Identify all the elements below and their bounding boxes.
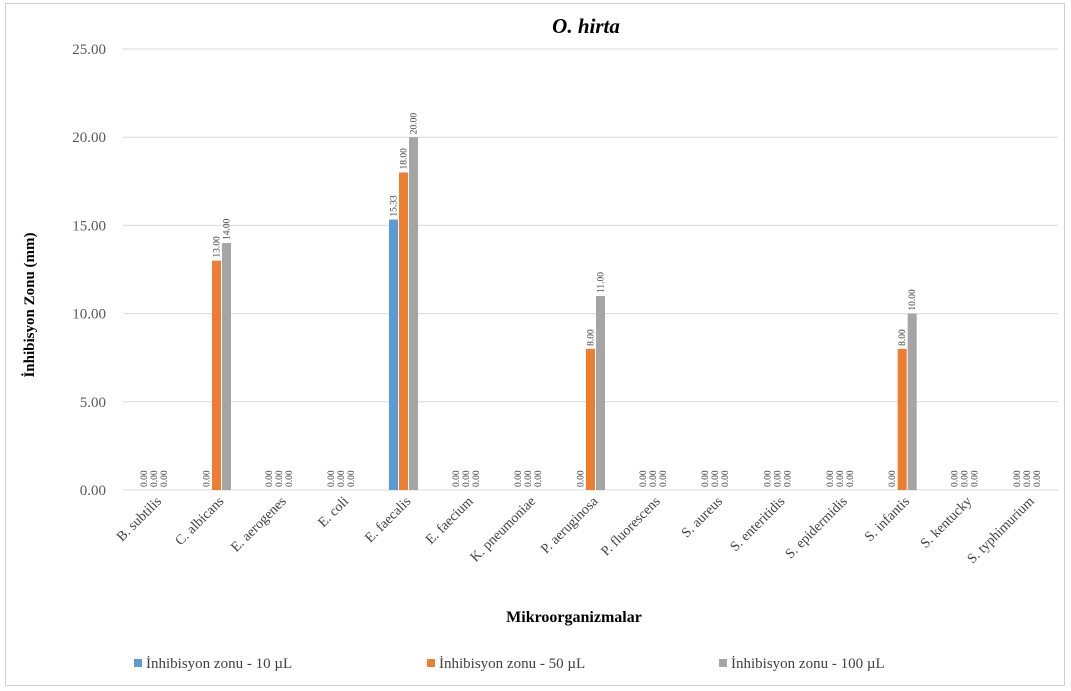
x-tick-label: S. infantis (862, 494, 913, 545)
bar-value-label: 0.00 (347, 470, 357, 487)
bar-value-label: 13.00 (213, 236, 223, 258)
bar-value-label: 0.00 (784, 470, 794, 487)
x-tick-label: E. coli (316, 494, 353, 531)
x-tick-label: P. aeruginosa (538, 494, 601, 557)
legend-swatch (719, 659, 727, 667)
bar-value-label: 0.00 (659, 470, 669, 487)
y-tick-label: 0.00 (80, 483, 106, 499)
bar-value-label: 18.00 (400, 148, 410, 170)
y-tick-label: 10.00 (72, 307, 106, 323)
bar-value-label: 0.00 (721, 470, 731, 487)
legend-label: İnhibisyon zonu - 50 µL (439, 656, 585, 672)
bar-value-label: 0.00 (951, 470, 961, 487)
legend-label: İnhibisyon zonu - 100 µL (731, 656, 885, 672)
x-tick-labels: B. subtilis C. albicans E. aerogenes E. col… (114, 494, 1038, 567)
bar (586, 348, 595, 490)
bar-value-label: 0.00 (472, 470, 482, 487)
bar-value-label: 0.00 (514, 470, 524, 487)
x-tick-label: C. albicans (173, 494, 228, 549)
bar-value-label: 0.00 (701, 470, 711, 487)
x-tick-label: S. typhimurium (965, 494, 1038, 567)
bar-value-label: 0.00 (764, 470, 774, 487)
bar-value-label: 0.00 (452, 470, 462, 487)
bar-value-label: 10.00 (908, 289, 918, 311)
y-tick-label: 5.00 (80, 395, 106, 411)
x-tick-label: S. aureus (679, 494, 726, 541)
bar-value-label: 0.00 (1023, 470, 1033, 487)
bar-value-label: 0.00 (337, 470, 347, 487)
chart-title: O. hirta (552, 14, 620, 38)
x-axis-label: Mikroorganizmalar (506, 609, 642, 626)
y-tick-label: 15.00 (72, 218, 106, 234)
bar (907, 313, 917, 490)
x-tick-label: S. kentucky (918, 494, 975, 551)
x-tick-label: E. faecalis (362, 494, 414, 546)
bars (212, 137, 917, 491)
bar-value-label: 0.00 (285, 470, 295, 487)
legend-label: İnhibisyon zonu - 10 µL (146, 656, 292, 672)
bar-value-label: 0.00 (836, 470, 846, 487)
bar-value-label: 0.00 (888, 470, 898, 487)
bar (399, 172, 408, 491)
bar-value-label: 0.00 (577, 470, 587, 487)
bar-value-label: 0.00 (649, 470, 659, 487)
legend-swatch (427, 659, 435, 667)
bar-value-label: 11.00 (597, 272, 607, 293)
y-tick-label: 25.00 (72, 42, 106, 58)
bar-value-label: 0.00 (1013, 470, 1023, 487)
bar (222, 243, 231, 490)
bar-value-label: 0.00 (160, 470, 170, 487)
x-tick-label: B. subtilis (114, 494, 165, 545)
bar-value-label: 0.00 (1033, 470, 1043, 487)
bar (389, 219, 398, 490)
bar (212, 260, 221, 490)
bar-value-label: 0.00 (774, 470, 784, 487)
bar-value-label: 0.00 (140, 470, 150, 487)
legend: İnhibisyon zonu - 10 µL İnhibisyon zonu -… (134, 656, 885, 672)
x-tick-label: E. aerogenes (228, 494, 289, 555)
bar-value-label: 20.00 (410, 113, 420, 135)
x-tick-label: S. enteritidis (728, 494, 789, 555)
bar-value-label: 0.00 (534, 470, 544, 487)
x-tick-label: P. fluorescens (599, 494, 664, 559)
x-tick-label: K. pneumoniae (468, 494, 539, 565)
bar-value-label: 0.00 (711, 470, 721, 487)
bar-value-label: 0.00 (327, 470, 337, 487)
y-tick-labels: 0.00 5.00 10.00 15.00 20.00 25.00 (72, 42, 106, 499)
bar-value-label: 0.00 (846, 470, 856, 487)
y-tick-label: 20.00 (72, 130, 106, 146)
chart-frame: 0.00 0.00 0.00 0.00 13.00 14.00 0.00 0.00 0.00 0.… (5, 3, 1065, 686)
bar-value-label: 0.00 (961, 470, 971, 487)
bar-value-label: 0.00 (265, 470, 275, 487)
bar-value-label: 0.00 (826, 470, 836, 487)
bar (897, 348, 907, 490)
bar-value-label: 0.00 (524, 470, 534, 487)
bar-value-label: 0.00 (150, 470, 160, 487)
y-axis-label: İnhibisyon Zonu (mm) (21, 232, 38, 377)
bar-value-label: 0.00 (639, 470, 649, 487)
legend-swatch (134, 659, 142, 667)
bar (409, 137, 418, 490)
bar-value-label: 15.33 (390, 195, 400, 217)
bar-value-label: 14.00 (223, 218, 233, 240)
bar (596, 295, 605, 490)
bar-value-label: 0.00 (275, 470, 285, 487)
bar-value-label: 0.00 (203, 470, 213, 487)
bar-value-label: 8.00 (898, 329, 908, 346)
bar-value-label: 0.00 (462, 470, 472, 487)
bar-value-label: 8.00 (587, 329, 597, 346)
x-tick-label: S. epidermidis (783, 494, 851, 562)
x-tick-label: E. faecium (423, 494, 477, 548)
bar-value-label: 0.00 (971, 470, 981, 487)
